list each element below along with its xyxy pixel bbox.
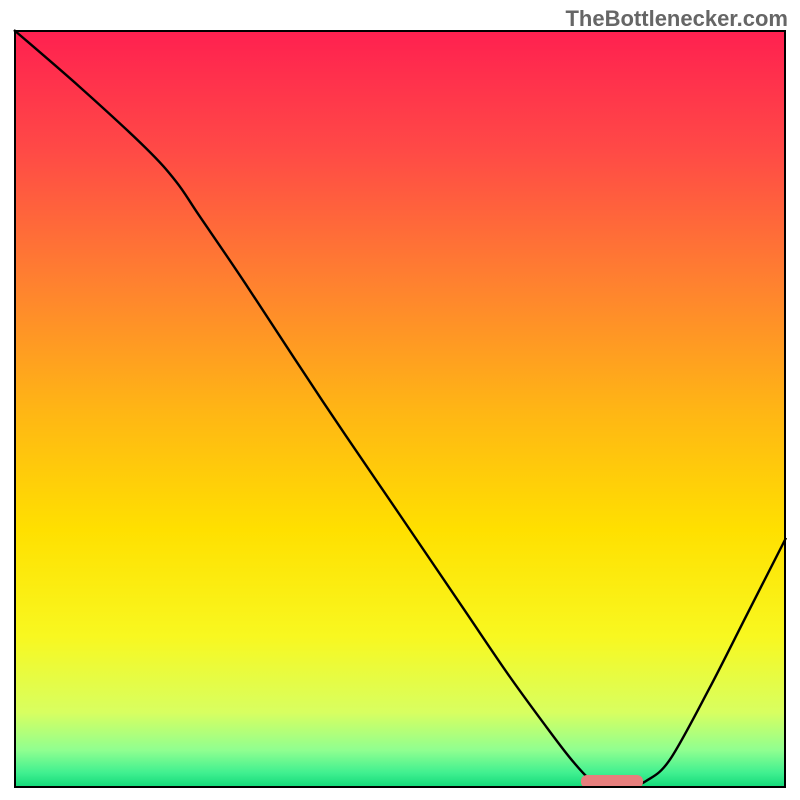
bottleneck-curve	[14, 30, 786, 786]
chart-curve-layer	[14, 30, 786, 788]
watermark-text: TheBottlenecker.com	[565, 6, 788, 32]
bottleneck-chart	[14, 30, 786, 788]
optimal-range-marker	[581, 775, 643, 788]
